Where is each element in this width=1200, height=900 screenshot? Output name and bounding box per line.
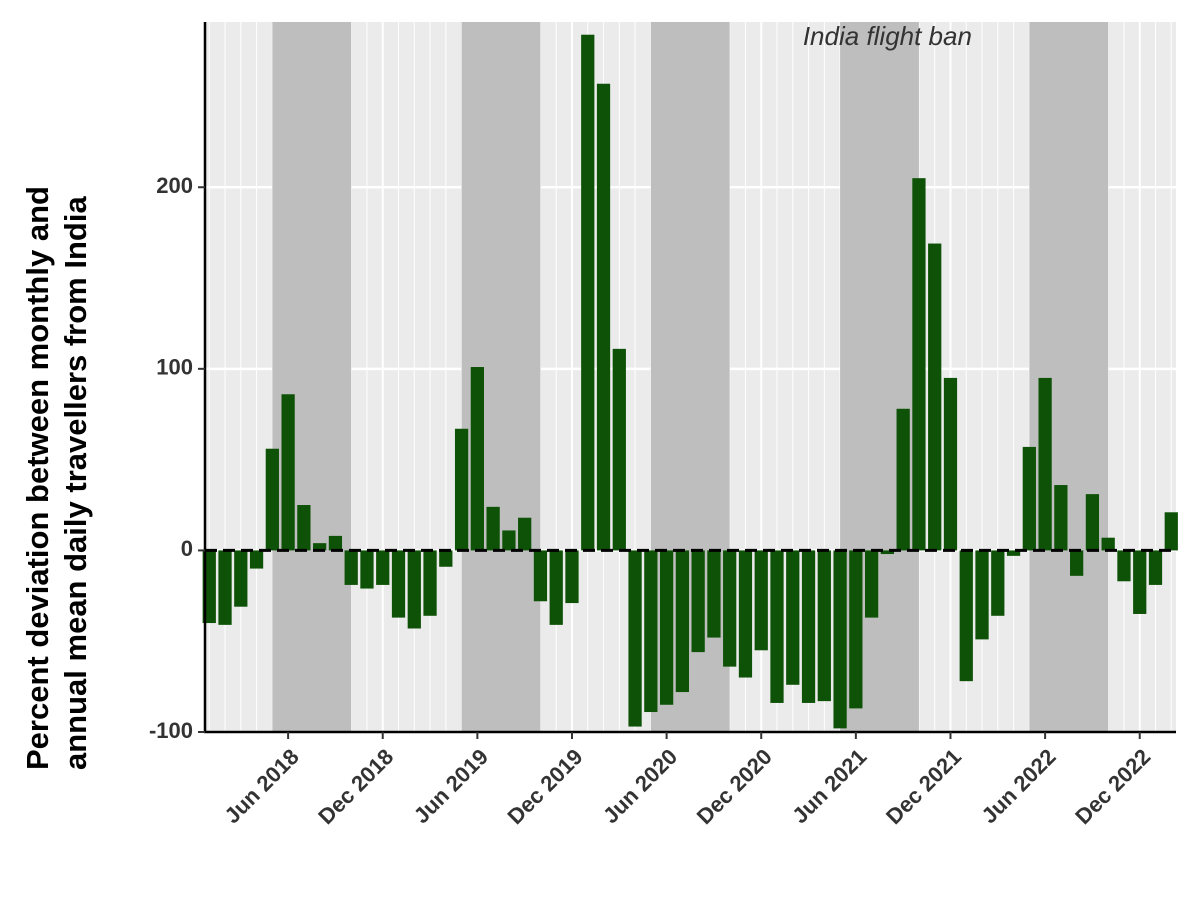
bar — [376, 550, 390, 585]
bar — [407, 550, 421, 629]
y-tick-label: 100 — [156, 355, 193, 380]
bar — [738, 550, 753, 678]
shaded-period — [272, 22, 352, 732]
bar — [360, 550, 374, 589]
bar — [1038, 377, 1052, 551]
x-tick-label: Jun 2021 — [787, 744, 871, 828]
bar — [1164, 512, 1178, 551]
x-tick-label: Dec 2019 — [502, 744, 587, 829]
bar — [817, 550, 831, 702]
bar — [391, 550, 406, 618]
y-tick-label: -100 — [149, 718, 193, 743]
x-tick-label: Dec 2018 — [313, 744, 398, 829]
x-tick-label: Jun 2019 — [409, 744, 493, 828]
bar — [1117, 550, 1131, 582]
bar — [723, 550, 737, 667]
bar — [975, 550, 989, 640]
bar — [218, 550, 232, 625]
bar — [659, 550, 674, 705]
bar — [928, 243, 942, 551]
y-tick-label: 0 — [181, 536, 193, 561]
bar — [833, 550, 847, 729]
bar — [486, 506, 500, 551]
bar — [328, 535, 343, 551]
bar — [313, 543, 327, 551]
bar — [707, 550, 721, 638]
bar — [439, 550, 453, 567]
bar — [1148, 550, 1163, 585]
y-axis-label: annual mean daily travellers from India — [58, 196, 93, 770]
bar — [770, 550, 784, 703]
bar — [518, 517, 532, 551]
x-tick-label: Jun 2018 — [219, 744, 303, 828]
bar — [912, 178, 926, 551]
bar — [549, 550, 563, 625]
bar — [596, 83, 611, 551]
x-tick-label: Jun 2020 — [598, 744, 682, 828]
bar — [754, 550, 768, 651]
bar — [344, 550, 358, 585]
bar — [454, 428, 469, 551]
bar — [1022, 446, 1036, 551]
bar — [801, 550, 816, 703]
bar — [423, 550, 437, 616]
bar — [1085, 494, 1100, 551]
x-tick-label: Dec 2022 — [1070, 744, 1155, 829]
bar — [612, 348, 626, 551]
bar — [943, 377, 958, 551]
bar — [786, 550, 800, 685]
bar — [880, 550, 895, 555]
bar — [865, 550, 879, 618]
x-tick-label: Dec 2021 — [881, 744, 966, 829]
bar — [644, 550, 658, 713]
bar — [896, 408, 910, 551]
bar — [265, 448, 279, 551]
bar — [1070, 550, 1084, 576]
bar — [581, 34, 595, 551]
annotation: India flight ban — [803, 21, 972, 51]
bar — [991, 550, 1005, 616]
bar — [281, 394, 295, 551]
bar — [1133, 550, 1147, 614]
bar — [691, 550, 705, 653]
bar — [1101, 537, 1115, 551]
y-axis-label: Percent deviation between monthly and — [20, 186, 55, 770]
shaded-period — [1029, 22, 1109, 732]
bar — [675, 550, 690, 693]
bar — [959, 550, 973, 682]
bar — [297, 505, 311, 551]
x-tick-label: Dec 2020 — [692, 744, 777, 829]
y-tick-label: 200 — [156, 173, 193, 198]
x-tick-label: Jun 2022 — [976, 744, 1060, 828]
bar — [470, 367, 484, 551]
bar — [1006, 550, 1021, 556]
bar — [628, 550, 642, 727]
bar — [1054, 485, 1068, 551]
bar — [533, 550, 548, 602]
bar — [234, 550, 248, 607]
bar — [249, 550, 264, 569]
bar — [565, 550, 579, 604]
bar — [502, 530, 516, 551]
bar — [849, 550, 863, 709]
